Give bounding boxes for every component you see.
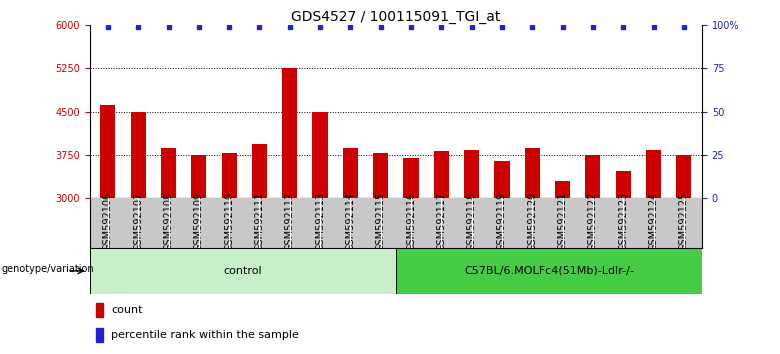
Bar: [96, 303, 103, 317]
Bar: [282, 68, 297, 198]
Bar: [161, 148, 176, 198]
Bar: [90, 248, 395, 294]
Bar: [313, 112, 328, 198]
Bar: [222, 153, 236, 198]
Bar: [191, 155, 207, 198]
Bar: [464, 150, 479, 198]
Text: count: count: [111, 305, 143, 315]
Bar: [676, 155, 691, 198]
Text: control: control: [223, 266, 262, 276]
Text: genotype/variation: genotype/variation: [2, 263, 94, 274]
Bar: [434, 151, 449, 198]
Bar: [555, 182, 570, 198]
Bar: [342, 148, 358, 198]
Text: C57BL/6.MOLFc4(51Mb)-Ldlr-/-: C57BL/6.MOLFc4(51Mb)-Ldlr-/-: [464, 266, 634, 276]
Bar: [403, 158, 419, 198]
Bar: [495, 161, 509, 198]
Bar: [646, 150, 661, 198]
Bar: [130, 112, 146, 198]
Title: GDS4527 / 100115091_TGI_at: GDS4527 / 100115091_TGI_at: [291, 10, 501, 24]
Text: percentile rank within the sample: percentile rank within the sample: [111, 330, 299, 340]
Bar: [585, 155, 601, 198]
Bar: [252, 144, 267, 198]
Bar: [525, 148, 540, 198]
Bar: [395, 248, 702, 294]
Bar: [615, 171, 631, 198]
Bar: [96, 328, 103, 342]
Bar: [373, 153, 388, 198]
Bar: [101, 104, 115, 198]
